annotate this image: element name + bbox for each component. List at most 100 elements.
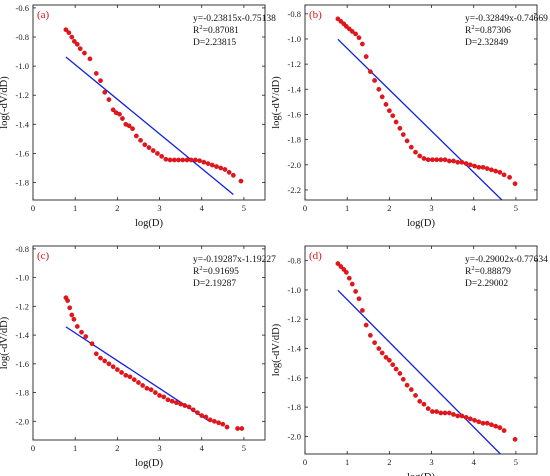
x-tick-label: 0 xyxy=(31,203,35,213)
data-point xyxy=(376,86,382,92)
data-point xyxy=(413,149,418,155)
y-tick-label: -1.2 xyxy=(288,314,301,324)
fit-annotation: D=2.19287 xyxy=(193,279,236,289)
data-point xyxy=(174,400,179,405)
data-point xyxy=(368,333,373,338)
data-point xyxy=(161,394,167,400)
data-point xyxy=(67,305,73,311)
data-point xyxy=(214,164,219,169)
data-point xyxy=(497,169,503,175)
fit-annotation: D=2.29002 xyxy=(465,279,508,289)
plot-frame xyxy=(32,4,266,201)
data-point xyxy=(446,410,452,416)
data-point xyxy=(102,358,108,364)
fit-annotation: R2=0.91695 xyxy=(193,265,239,277)
data-point xyxy=(136,380,141,385)
data-point xyxy=(430,409,435,414)
data-point xyxy=(195,410,200,416)
data-point xyxy=(184,157,190,163)
data-point xyxy=(353,289,358,294)
data-point xyxy=(438,410,444,416)
data-point xyxy=(393,366,399,372)
data-point xyxy=(376,346,382,351)
x-tick-label: 3 xyxy=(157,443,161,453)
x-tick-label: 4 xyxy=(200,443,205,453)
data-point xyxy=(235,426,240,431)
data-point xyxy=(455,159,461,165)
data-point xyxy=(349,281,355,287)
data-point xyxy=(123,372,129,378)
x-tick-label: 5 xyxy=(514,203,518,213)
data-point xyxy=(98,78,103,84)
plot-frame xyxy=(32,245,266,441)
data-point xyxy=(349,29,355,34)
y-tick-label: -1.4 xyxy=(288,84,302,94)
data-point xyxy=(66,30,72,35)
data-point xyxy=(224,424,230,430)
data-point xyxy=(93,351,99,357)
y-tick-label: -1.6 xyxy=(288,109,301,119)
y-tick-label: -1.6 xyxy=(16,148,29,158)
data-point xyxy=(476,164,482,170)
data-point xyxy=(463,161,469,166)
data-point xyxy=(238,178,244,184)
data-point xyxy=(484,420,490,426)
x-tick-label: 1 xyxy=(345,203,349,213)
data-point xyxy=(400,132,406,137)
data-point xyxy=(476,419,482,425)
data-point xyxy=(338,264,344,269)
data-point xyxy=(218,165,224,171)
y-tick-label: -1.0 xyxy=(288,34,301,44)
data-point xyxy=(93,71,99,76)
chart-panel: 0 1 2 3 4 5 -0.8 -1.0 -1.2 -1.4 -1.6 -1.8 -2.0 log(D)… xyxy=(0,244,276,469)
y-tick-label: -1.6 xyxy=(288,373,301,383)
panel-label: (b) xyxy=(309,9,322,21)
data-point xyxy=(442,410,448,416)
y-tick-label: -1.6 xyxy=(16,359,29,369)
data-point xyxy=(165,397,171,403)
data-point xyxy=(446,158,452,164)
data-point xyxy=(209,162,215,168)
data-point xyxy=(182,403,188,408)
data-point xyxy=(512,181,518,186)
data-point xyxy=(106,97,112,102)
data-point xyxy=(387,357,392,363)
y-tick-label: -1.4 xyxy=(16,330,30,340)
data-point xyxy=(150,148,156,153)
fit-annotation: R2=0.88879 xyxy=(465,265,511,277)
data-point xyxy=(472,163,477,169)
y-tick-label: -1.8 xyxy=(16,388,29,398)
data-point xyxy=(65,298,70,303)
data-point xyxy=(493,168,499,174)
data-point xyxy=(497,425,503,430)
data-point xyxy=(144,385,150,391)
data-point xyxy=(489,167,494,173)
data-point xyxy=(63,27,69,33)
y-tick-label: -1.8 xyxy=(288,135,301,145)
fit-line xyxy=(337,289,502,454)
data-point xyxy=(442,157,448,163)
data-point xyxy=(512,437,518,442)
y-tick-label: -0.8 xyxy=(288,9,301,19)
x-tick-label: 1 xyxy=(345,457,349,467)
fit-annotation: y=-0.23815x-0.75138 xyxy=(193,14,276,24)
plot-frame xyxy=(304,4,538,201)
x-tick-label: 5 xyxy=(242,203,246,213)
data-point xyxy=(404,382,410,388)
x-tick-label: 0 xyxy=(303,203,307,213)
data-point xyxy=(207,417,213,423)
data-point xyxy=(434,157,439,163)
data-point xyxy=(131,377,137,382)
fit-annotation: y=-0.19287x-1.19227 xyxy=(193,255,276,265)
x-tick-label: 1 xyxy=(73,443,77,453)
data-point xyxy=(507,175,512,180)
y-axis-label: log(-dV/dD) xyxy=(0,316,10,369)
x-tick-label: 4 xyxy=(200,203,205,213)
data-point xyxy=(335,261,341,266)
fit-line xyxy=(65,56,234,196)
y-tick-label: -1.8 xyxy=(16,178,29,188)
y-axis-label: log(-dV/dD) xyxy=(0,76,10,129)
y-tick-label: -0.6 xyxy=(16,3,29,13)
x-tick-label: 3 xyxy=(429,457,433,467)
